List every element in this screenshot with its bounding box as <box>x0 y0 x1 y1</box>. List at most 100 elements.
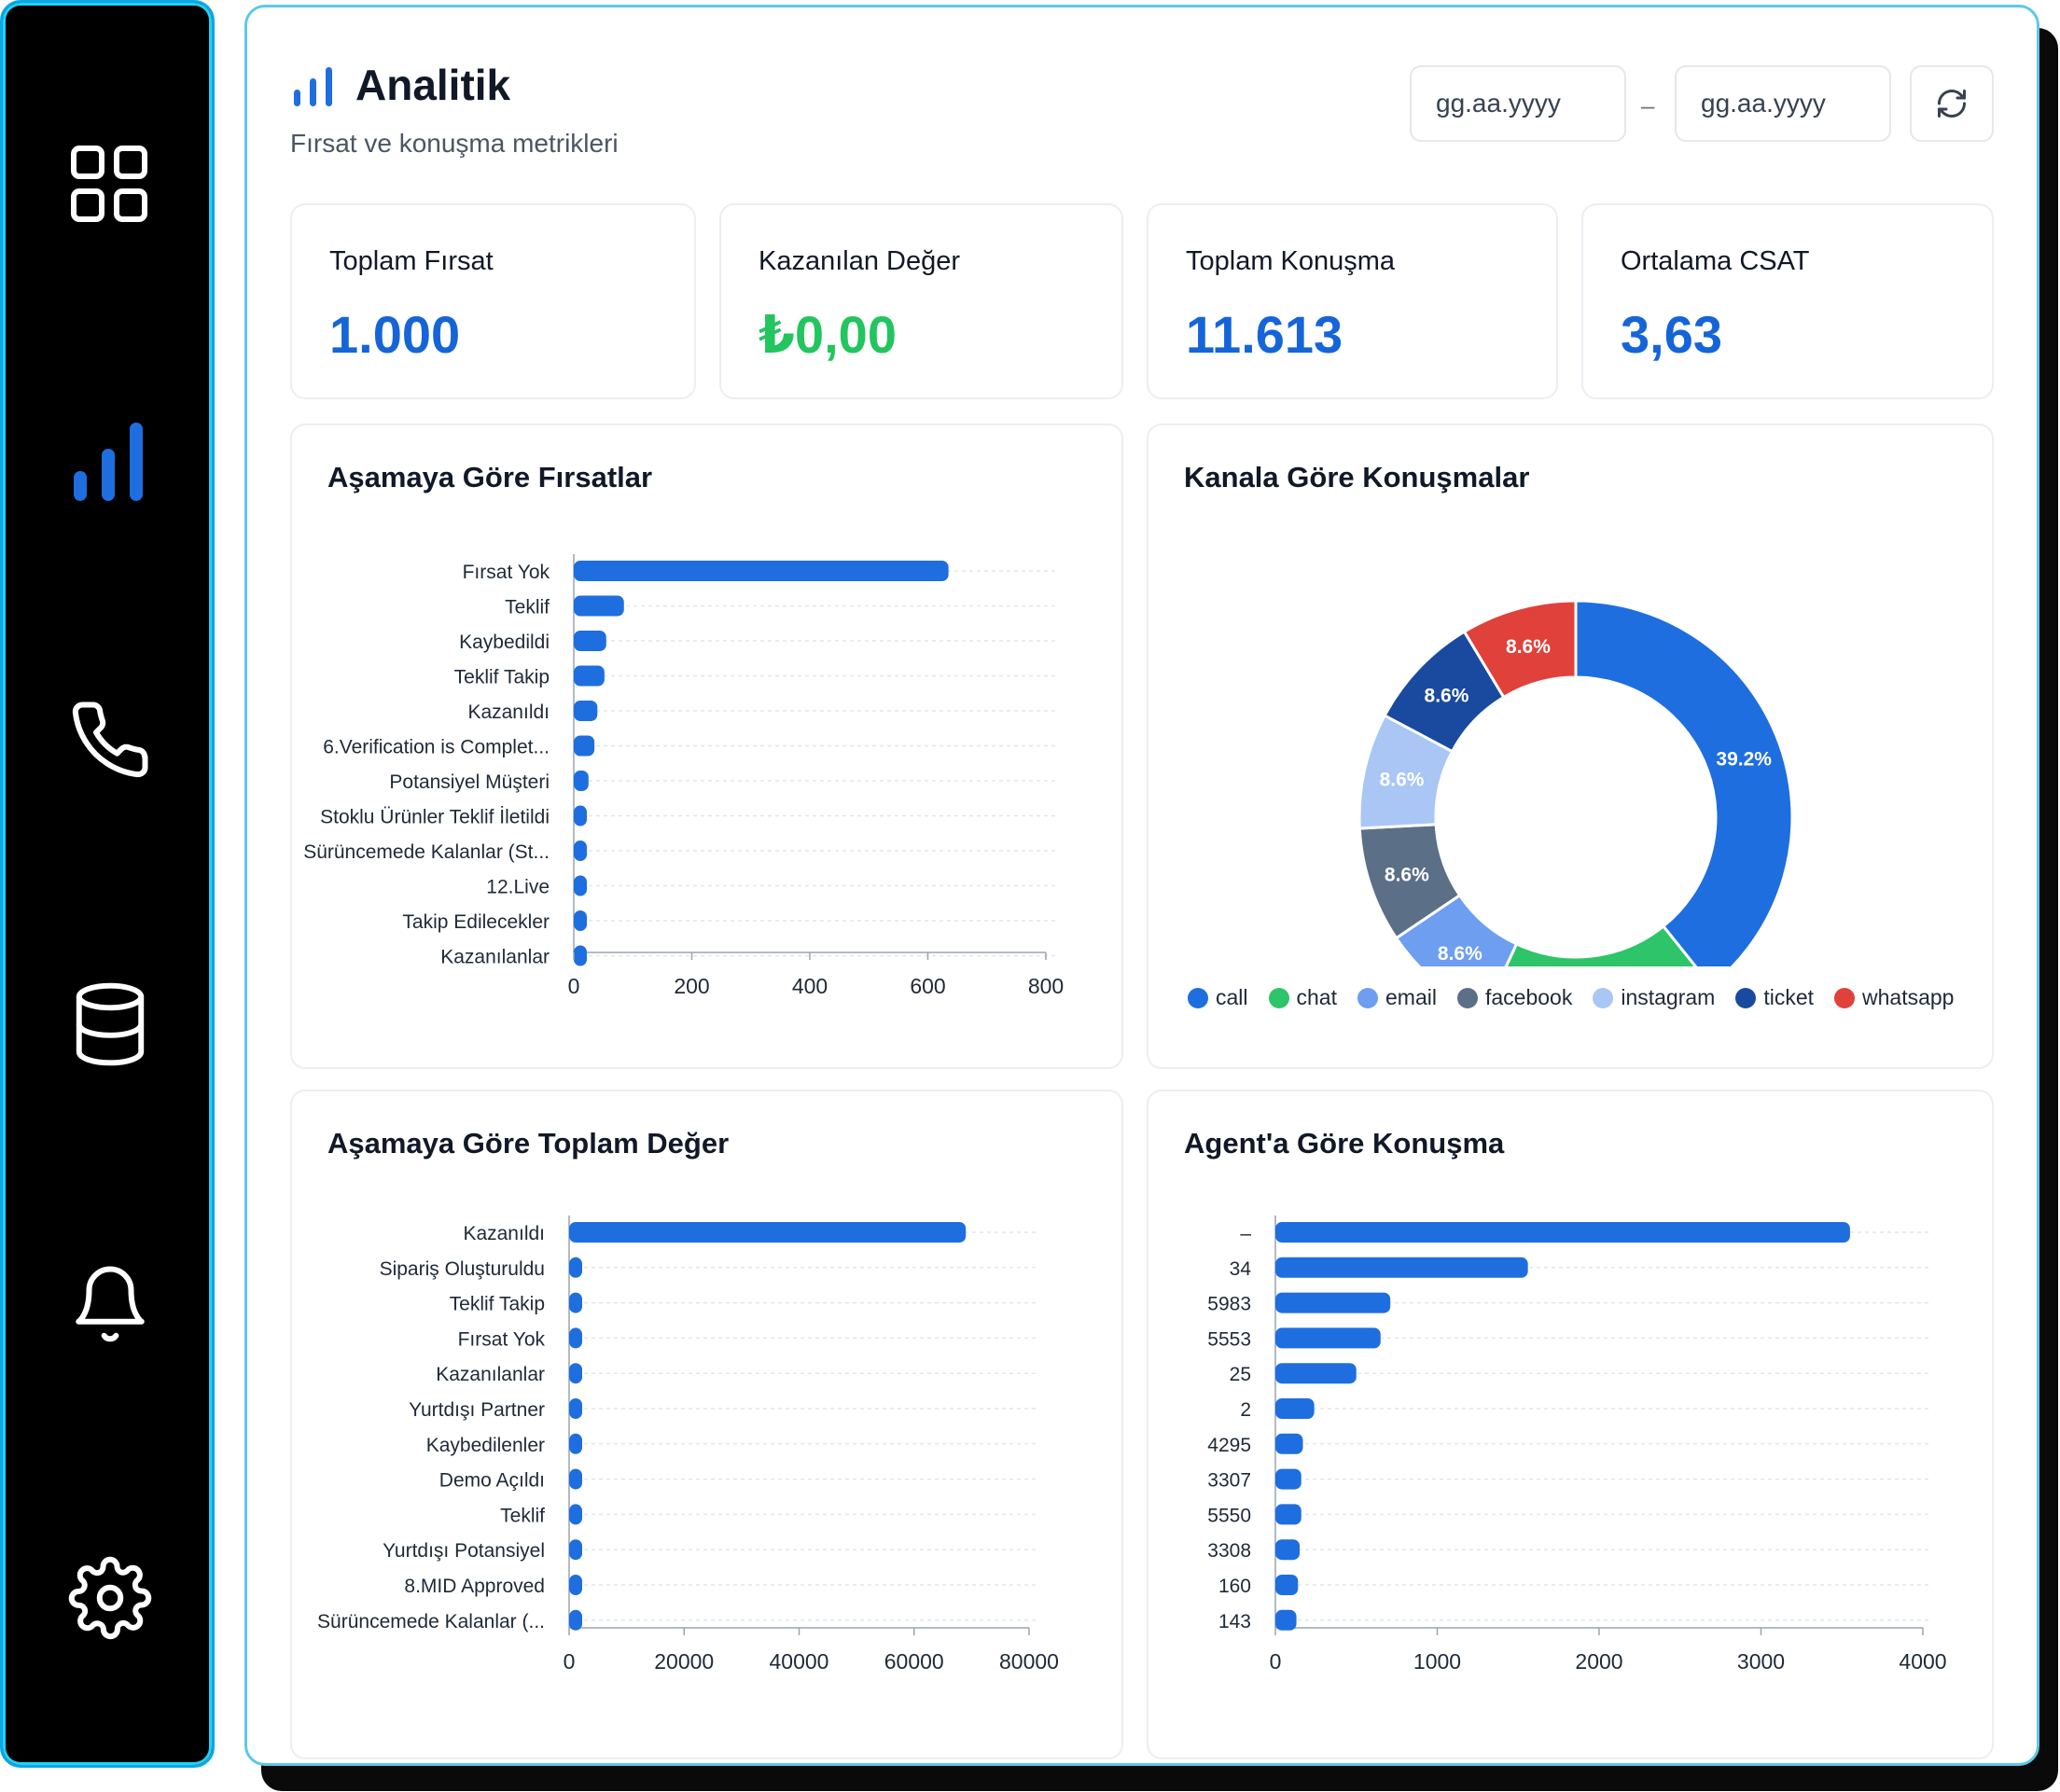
bar[interactable] <box>1275 1433 1303 1454</box>
legend-item-facebook[interactable]: facebook <box>1456 985 1573 1010</box>
refresh-button[interactable] <box>1910 65 1994 142</box>
analytics-icon <box>294 67 332 106</box>
bell-icon <box>76 1266 145 1342</box>
legend-item-chat[interactable]: chat <box>1268 985 1337 1010</box>
category-label: Sipariş Oluşturuldu <box>380 1258 545 1280</box>
kpi-label: Toplam Fırsat <box>329 246 494 276</box>
bar[interactable] <box>1275 1609 1297 1631</box>
x-tick-label: 20000 <box>654 1649 714 1674</box>
bar[interactable] <box>574 665 605 687</box>
grid-icon <box>71 146 147 222</box>
bar[interactable] <box>574 805 587 827</box>
sidebar-item-settings[interactable] <box>54 1542 166 1654</box>
donut-slice-whatsapp[interactable] <box>1462 599 1578 700</box>
category-label: Yurtdışı Partner <box>409 1399 545 1421</box>
legend-swatch <box>1268 987 1289 1008</box>
bar[interactable] <box>574 945 587 966</box>
donut-slice-chat[interactable] <box>1484 924 1711 966</box>
legend-item-call[interactable]: call <box>1188 985 1248 1010</box>
bar[interactable] <box>1275 1292 1391 1313</box>
category-label: 4295 <box>1207 1435 1251 1456</box>
sidebar-item-database[interactable] <box>54 968 166 1080</box>
date-start-input[interactable]: gg.aa.yyyy <box>1410 65 1626 142</box>
bar-chart-icon <box>74 423 143 501</box>
legend-item-email[interactable]: email <box>1357 985 1437 1010</box>
bar[interactable] <box>1275 1327 1381 1349</box>
kpi-card-total-opportunities: Toplam Fırsat 1.000 <box>290 203 696 399</box>
bar[interactable] <box>574 840 587 861</box>
bar[interactable] <box>569 1433 582 1454</box>
date-end-input[interactable]: gg.aa.yyyy <box>1675 65 1891 142</box>
value-bar-chart: Kazanıldı Sipariş Oluşturuldu Teklif Takip… <box>317 1216 1059 1674</box>
category-label: Kaybedildi <box>459 632 550 653</box>
bar[interactable] <box>1275 1257 1528 1278</box>
bar[interactable] <box>574 631 606 651</box>
category-label: Potansiyel Müşteri <box>389 771 550 793</box>
bar[interactable] <box>1275 1504 1301 1525</box>
bar[interactable] <box>574 910 587 931</box>
bar[interactable] <box>1275 1468 1301 1490</box>
bar[interactable] <box>1275 1398 1315 1419</box>
bar[interactable] <box>1275 1363 1357 1384</box>
bar[interactable] <box>569 1398 582 1419</box>
bar[interactable] <box>569 1292 582 1313</box>
category-label: Sürüncemede Kalanlar (St... <box>303 841 550 863</box>
bar[interactable] <box>569 1504 582 1525</box>
legend-label: facebook <box>1484 985 1573 1009</box>
category-label: 5983 <box>1207 1294 1251 1315</box>
legend-item-instagram[interactable]: instagram <box>1593 985 1715 1010</box>
gear-icon <box>68 1556 152 1640</box>
bar[interactable] <box>569 1257 582 1278</box>
bar[interactable] <box>569 1539 582 1561</box>
kpi-value: 1.000 <box>329 305 461 364</box>
bar[interactable] <box>569 1609 582 1631</box>
panel-title: Agent'a Göre Konuşma <box>1184 1127 1505 1160</box>
x-tick-label: 0 <box>1270 1649 1282 1674</box>
bar[interactable] <box>1275 1539 1301 1561</box>
bar[interactable] <box>1275 1575 1299 1595</box>
bar[interactable] <box>574 735 595 757</box>
category-label: 5553 <box>1207 1328 1251 1350</box>
bar[interactable] <box>574 561 949 581</box>
bar[interactable] <box>574 701 598 721</box>
slice-value-label: 8.6% <box>1506 636 1551 658</box>
opportunities-bar-chart: Fırsat Yok Teklif Kaybedildi Teklif Takip Ka… <box>303 554 1064 998</box>
kpi-value: ₺0,00 <box>759 305 897 364</box>
bar[interactable] <box>1275 1222 1850 1243</box>
legend-swatch <box>1593 987 1614 1008</box>
category-label: 5550 <box>1207 1505 1251 1526</box>
donut-slice-call[interactable] <box>1574 599 1794 966</box>
legend-label: email <box>1385 985 1437 1009</box>
bar[interactable] <box>569 1363 582 1384</box>
sidebar-item-calls[interactable] <box>54 684 166 796</box>
bar[interactable] <box>569 1222 967 1243</box>
kpi-label: Toplam Konuşma <box>1186 246 1396 276</box>
category-label: 160 <box>1218 1576 1251 1597</box>
x-tick-label: 0 <box>564 1649 576 1674</box>
panel-total-value-by-stage: Aşamaya Göre Toplam Değer Kazanıldı Sipar… <box>290 1090 1123 1759</box>
x-tick-label: 800 <box>1028 974 1064 998</box>
bar[interactable] <box>574 595 624 617</box>
main-content: Analitik Fırsat ve konuşma metrikleri gg… <box>244 5 2039 1766</box>
kpi-card-won-value: Kazanılan Değer ₺0,00 <box>719 203 1123 399</box>
slice-value-label: 8.6% <box>1380 770 1425 791</box>
bar[interactable] <box>574 875 587 896</box>
x-tick-label: 3000 <box>1737 1649 1785 1674</box>
agent-bar-chart: – 34 5983 5553 25 2 4295 3307 5550 3308 160 143 0 100… <box>1207 1216 1947 1674</box>
bar[interactable] <box>574 771 589 791</box>
panel-title: Aşamaya Göre Fırsatlar <box>327 461 653 493</box>
category-label: Stoklu Ürünler Teklif İletildi <box>320 807 550 828</box>
bar[interactable] <box>569 1327 582 1349</box>
bar[interactable] <box>569 1468 582 1490</box>
legend-item-ticket[interactable]: ticket <box>1735 985 1814 1010</box>
category-label: 2 <box>1240 1399 1251 1421</box>
legend-item-whatsapp[interactable]: whatsapp <box>1834 985 1954 1010</box>
refresh-icon <box>1938 90 1966 118</box>
bar[interactable] <box>569 1575 582 1595</box>
category-label: Kaybedilenler <box>426 1435 545 1456</box>
category-label: 34 <box>1230 1258 1252 1280</box>
sidebar-item-analytics[interactable] <box>54 404 166 516</box>
sidebar-item-notifications[interactable] <box>54 1248 166 1360</box>
legend-label: call <box>1216 985 1248 1009</box>
sidebar-item-dashboard[interactable] <box>54 129 166 241</box>
